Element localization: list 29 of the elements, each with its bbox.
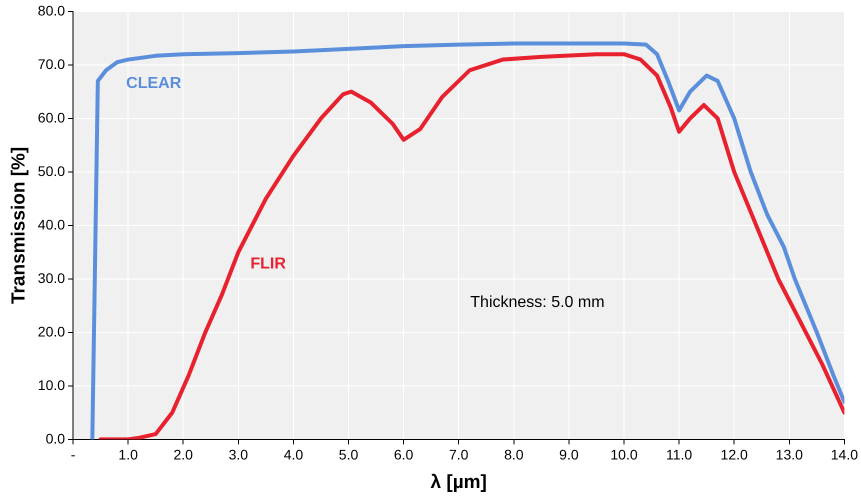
series-label: FLIR <box>250 256 286 273</box>
series-label: CLEAR <box>126 74 182 92</box>
x-tick-label: 4.0 <box>284 446 304 463</box>
y-axis-title: Transmission [%] <box>8 146 30 304</box>
x-tick-label: 5.0 <box>338 446 358 463</box>
x-tick-label: 10.0 <box>610 446 638 463</box>
x-tick-label: 14.0 <box>830 446 858 463</box>
x-tick-label: 13.0 <box>776 446 804 463</box>
x-tick-label: - <box>70 446 76 463</box>
x-tick-label: 2.0 <box>174 446 194 463</box>
annotation: Thickness: 5.0 mm <box>470 294 605 311</box>
y-tick-label: 0.0 <box>46 430 66 446</box>
y-tick-label: 80.0 <box>38 2 66 18</box>
y-tick-label: 30.0 <box>38 270 66 286</box>
x-tick-label: 11.0 <box>666 446 692 463</box>
x-tick-label: 1.0 <box>118 446 138 463</box>
y-tick-label: 70.0 <box>38 56 66 72</box>
x-tick-label: 12.0 <box>720 446 748 463</box>
x-axis-title: λ [µm] <box>430 472 487 493</box>
x-tick-label: 6.0 <box>394 446 414 463</box>
y-tick-label: 10.0 <box>38 376 66 393</box>
x-tick-label: 3.0 <box>228 446 248 463</box>
x-tick-label: 7.0 <box>448 446 469 463</box>
x-tick-label: 8.0 <box>504 446 524 463</box>
y-tick-label: 40.0 <box>38 216 66 232</box>
y-tick-label: 50.0 <box>38 162 66 179</box>
y-tick-label: 20.0 <box>38 323 66 340</box>
y-tick-label: 60.0 <box>38 109 66 126</box>
x-tick-label: 9.0 <box>559 446 579 463</box>
